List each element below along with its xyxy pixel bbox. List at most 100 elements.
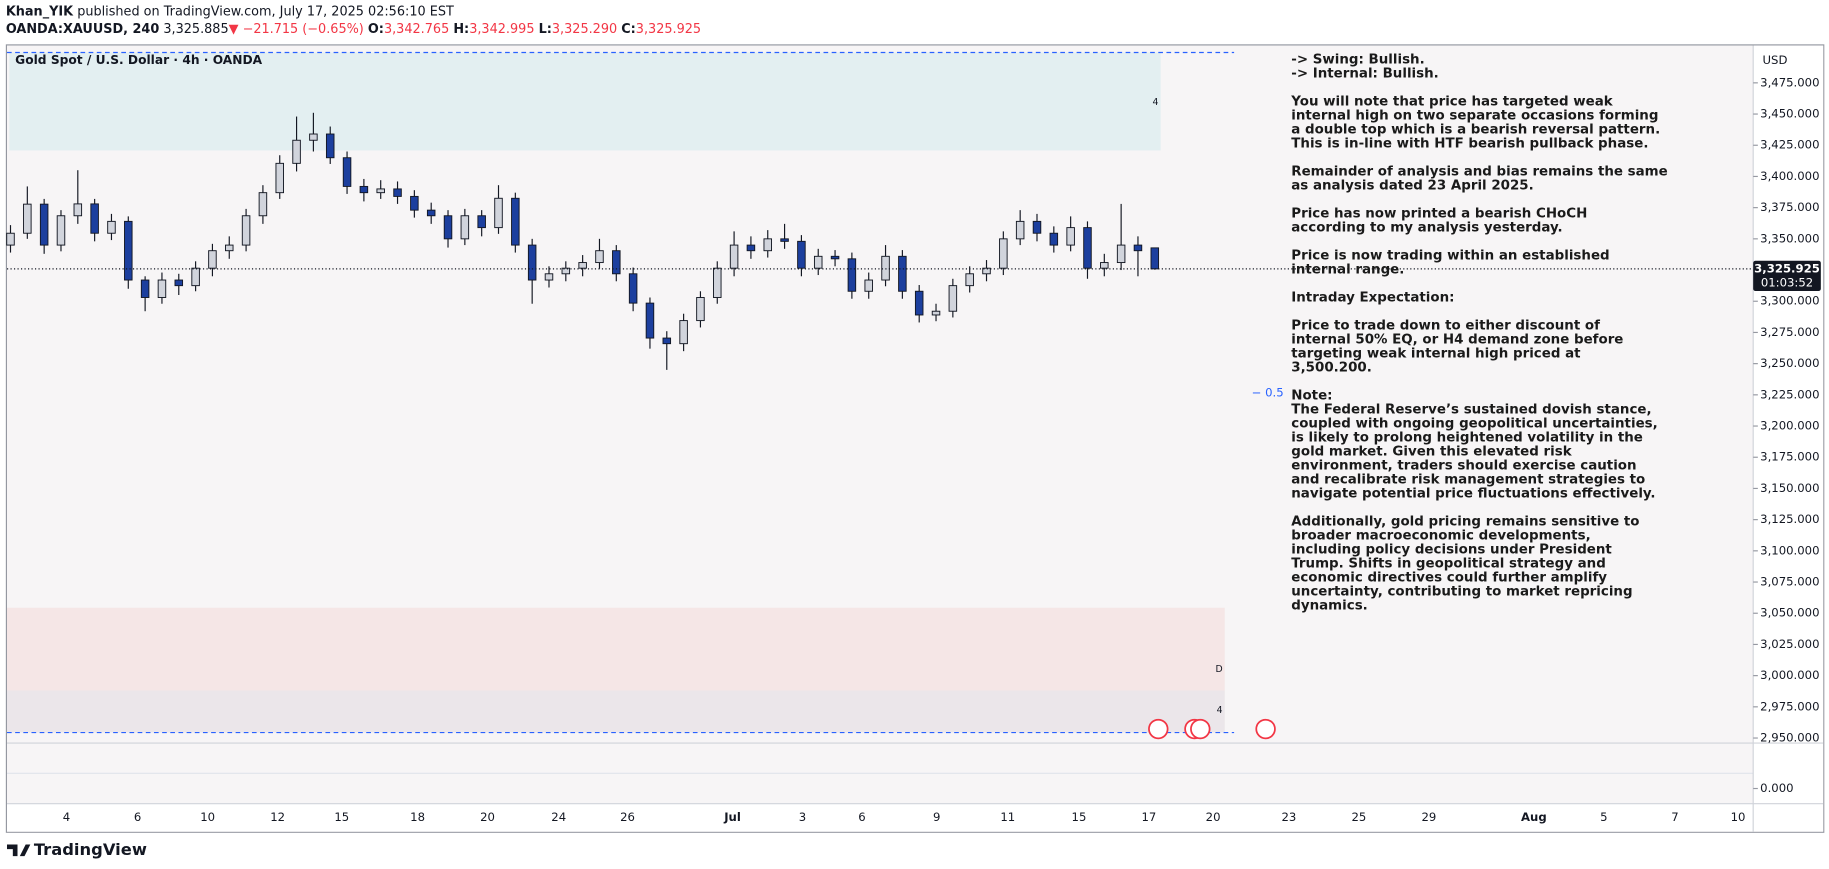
header-line-2: OANDA:XAUUSD, 240 3,325.885▼ −21.715 (−0… bbox=[6, 22, 701, 37]
candle-body bbox=[813, 255, 823, 269]
x-tick-label: 11 bbox=[1000, 810, 1015, 824]
y-tick-label: 3,050.000 bbox=[1760, 606, 1819, 620]
note-line: navigate potential price fluctuations ef… bbox=[1291, 486, 1655, 501]
candle-body bbox=[23, 203, 32, 234]
annotation: − 0.5 bbox=[1252, 386, 1284, 400]
candle-body bbox=[258, 192, 268, 217]
last-price-label: 3,325.925 bbox=[1754, 261, 1820, 275]
note-line: The Federal Reserve’s sustained dovish s… bbox=[1291, 402, 1651, 417]
candle-body bbox=[208, 250, 217, 269]
y-tick-label: 3,200.000 bbox=[1760, 419, 1819, 433]
candle-body bbox=[1133, 244, 1143, 252]
x-tick-label: 4 bbox=[63, 810, 70, 824]
annotation: 4 bbox=[1217, 705, 1223, 716]
event-icon[interactable] bbox=[1148, 718, 1169, 740]
candle-body bbox=[157, 279, 167, 298]
candle-body bbox=[746, 244, 756, 252]
x-tick-label: 6 bbox=[858, 810, 865, 824]
x-tick-label: 25 bbox=[1351, 810, 1366, 824]
candle-body bbox=[426, 209, 436, 217]
candle-body bbox=[527, 244, 537, 281]
x-tick-label: 20 bbox=[480, 810, 495, 824]
note-line: environment, traders should exercise cau… bbox=[1291, 458, 1636, 473]
x-tick-label: 9 bbox=[933, 810, 940, 824]
candle-body bbox=[359, 185, 369, 194]
candle-body bbox=[931, 310, 941, 316]
y-tick-label: 3,425.000 bbox=[1760, 138, 1819, 152]
candle-body bbox=[90, 203, 99, 234]
note-line: including policy decisions under Preside… bbox=[1291, 542, 1612, 557]
candle-body bbox=[494, 197, 503, 229]
note-line: Additionally, gold pricing remains sensi… bbox=[1291, 514, 1639, 529]
candle-body bbox=[1100, 262, 1109, 269]
candle-body bbox=[881, 255, 890, 281]
candle-body bbox=[1066, 227, 1075, 246]
y-tick-label: 3,150.000 bbox=[1760, 481, 1819, 495]
header-line-1: Khan_YIK published on TradingView.com, J… bbox=[6, 4, 454, 19]
note-line: uncertainty, contributing to market repr… bbox=[1291, 584, 1632, 599]
note-line: Price to trade down to either discount o… bbox=[1291, 318, 1600, 333]
candle-body bbox=[376, 188, 385, 194]
note-line: is likely to prolong heightened volatili… bbox=[1291, 430, 1643, 445]
candle-body bbox=[292, 139, 301, 164]
candle-body bbox=[140, 279, 150, 298]
y-tick-label: 3,275.000 bbox=[1760, 325, 1819, 339]
candle-body bbox=[898, 255, 907, 292]
y-tick-label: 3,450.000 bbox=[1760, 107, 1819, 121]
y-tick-label: 3,125.000 bbox=[1760, 512, 1819, 526]
note-line: as analysis dated 23 April 2025. bbox=[1291, 178, 1533, 193]
event-icon[interactable] bbox=[1255, 718, 1276, 740]
y-tick-label: 3,300.000 bbox=[1760, 294, 1819, 308]
note-line: This is in-line with HTF bearish pullbac… bbox=[1291, 136, 1648, 151]
x-tick-label: Jul bbox=[723, 810, 741, 824]
note-line: internal range. bbox=[1291, 262, 1404, 277]
chart-title: Gold Spot / U.S. Dollar · 4h · OANDA bbox=[15, 53, 262, 67]
supply-zone bbox=[9, 52, 1161, 151]
x-tick-label: 7 bbox=[1671, 810, 1678, 824]
demand-zone bbox=[6, 690, 1225, 733]
h: 3,342.995 bbox=[469, 22, 534, 37]
note-line: internal high on two separate occasions … bbox=[1291, 108, 1658, 123]
y-tick-label: 3,475.000 bbox=[1760, 75, 1819, 89]
last: 3,325.885 bbox=[163, 22, 228, 37]
candle-body bbox=[612, 250, 621, 275]
candle-body bbox=[645, 302, 655, 339]
y-tick-label: 3,350.000 bbox=[1760, 231, 1819, 245]
h-label: H: bbox=[453, 22, 469, 37]
candle-body bbox=[914, 290, 924, 316]
demand-zone bbox=[6, 607, 1225, 691]
candle-body bbox=[443, 215, 453, 240]
candle-body bbox=[124, 220, 133, 281]
candle-body bbox=[1015, 220, 1025, 240]
countdown: 01:03:52 bbox=[1761, 275, 1813, 289]
x-tick-label: 29 bbox=[1421, 810, 1436, 824]
event-icon[interactable] bbox=[1190, 718, 1211, 740]
l-label: L: bbox=[539, 22, 552, 37]
candle-body bbox=[999, 238, 1008, 269]
footer-brand: TradingView bbox=[34, 840, 147, 859]
candle-body bbox=[191, 267, 200, 287]
y-tick-label: 0.000 bbox=[1760, 781, 1793, 795]
candle-body bbox=[511, 197, 520, 246]
candle-body bbox=[309, 133, 318, 141]
candles bbox=[6, 112, 1160, 370]
author: Khan_YIK bbox=[6, 4, 74, 19]
candle-body bbox=[1083, 227, 1092, 269]
candle-body bbox=[561, 267, 571, 275]
candle-body bbox=[696, 297, 705, 322]
o-label: O: bbox=[368, 22, 384, 37]
x-tick-label: 26 bbox=[620, 810, 635, 824]
note-line: a double top which is a bearish reversal… bbox=[1291, 122, 1660, 137]
y-tick-label: 3,075.000 bbox=[1760, 575, 1819, 589]
note-line: internal 50% EQ, or H4 demand zone befor… bbox=[1291, 332, 1623, 347]
x-tick-label: 15 bbox=[1072, 810, 1087, 824]
candle-body bbox=[275, 162, 284, 194]
note-line: Price is now trading within an establish… bbox=[1291, 248, 1609, 263]
note-line: Intraday Expectation: bbox=[1291, 290, 1454, 305]
x-tick-label: 18 bbox=[410, 810, 425, 824]
candle-body bbox=[1049, 232, 1059, 246]
y-tick-label: 2,975.000 bbox=[1760, 699, 1819, 713]
candle-body bbox=[1032, 220, 1042, 234]
x-tick-label: 24 bbox=[551, 810, 566, 824]
